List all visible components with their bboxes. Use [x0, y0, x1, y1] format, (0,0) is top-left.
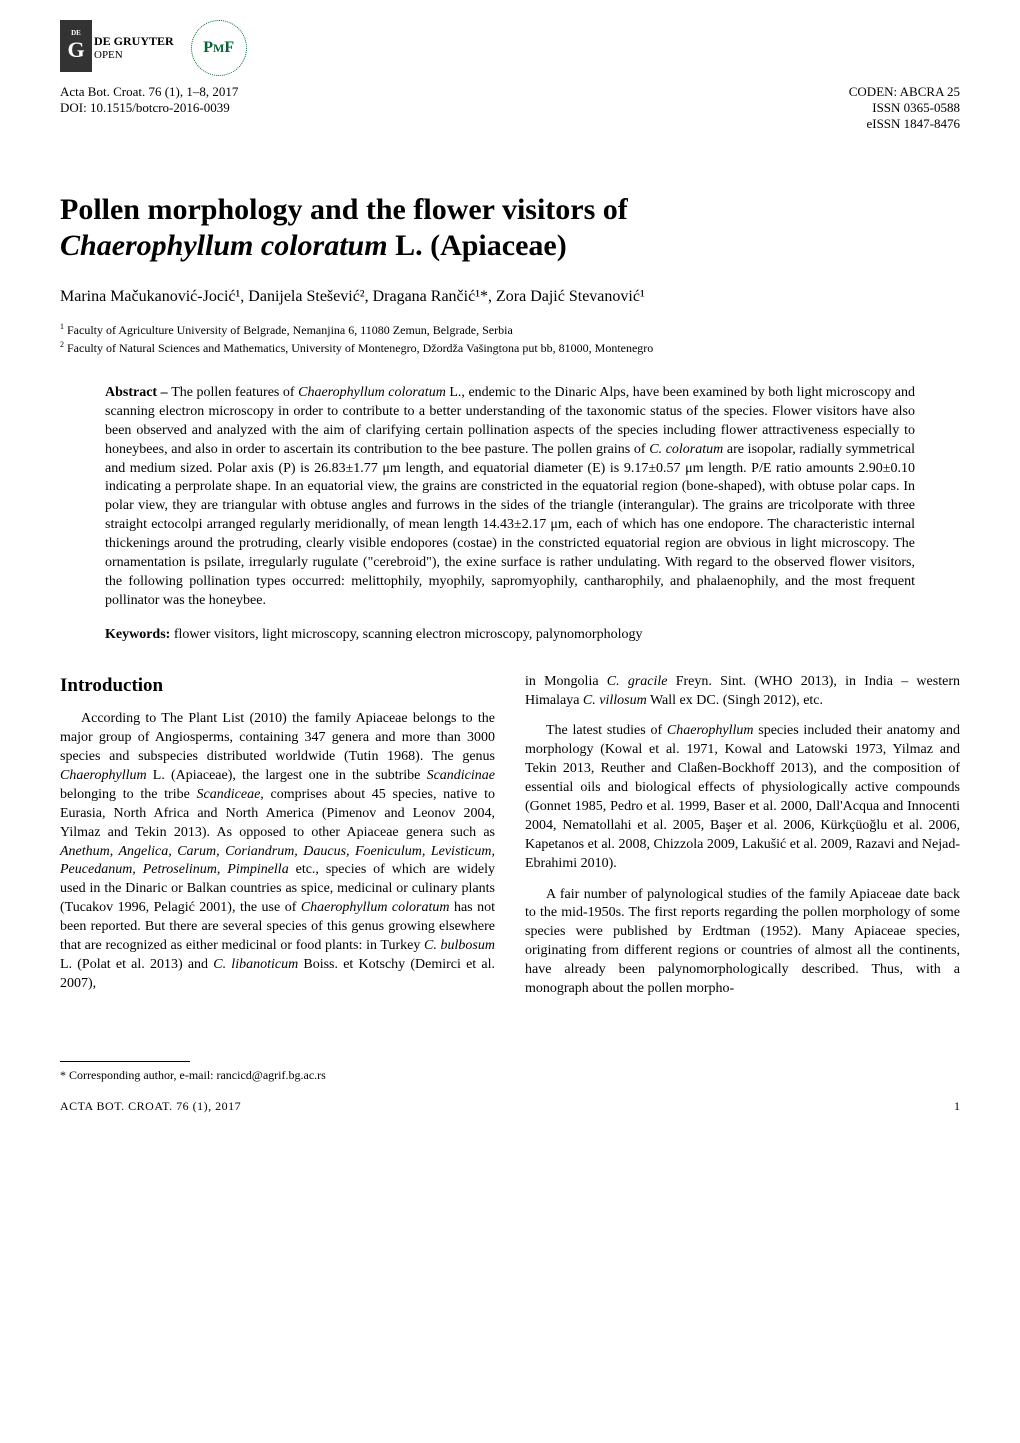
abstract-t1: The pollen features of — [171, 385, 298, 400]
header-logos: DE G DE GRUYTER OPEN PMF — [60, 20, 960, 76]
pmf-f: F — [224, 39, 234, 57]
footer-left: ACTA BOT. CROAT. 76 (1), 2017 — [60, 1099, 241, 1114]
abstract: Abstract – The pollen features of Chaero… — [105, 384, 915, 611]
coden: CODEN: ABCRA 25 — [849, 84, 960, 100]
meta-row: Acta Bot. Croat. 76 (1), 1–8, 2017 DOI: … — [60, 84, 960, 132]
paper-title: Pollen morphology and the flower visitor… — [60, 192, 960, 264]
affiliations: 1Faculty of Agriculture University of Be… — [60, 322, 960, 356]
aff-num-1: 1 — [60, 322, 64, 331]
pmf-m: M — [213, 41, 224, 56]
column-right: in Mongolia C. gracile Freyn. Sint. (WHO… — [525, 673, 960, 1011]
pmf-circle: PMF — [191, 20, 247, 76]
title-suffix: L. (Apiaceae) — [388, 229, 567, 262]
abstract-t3: are isopolar, radially symmetrical and m… — [105, 442, 915, 608]
meta-left: Acta Bot. Croat. 76 (1), 1–8, 2017 DOI: … — [60, 84, 238, 132]
authors: Marina Mačukanović-Jocić¹, Danijela Steš… — [60, 288, 960, 306]
abstract-sp1: Chaerophyllum coloratum — [298, 385, 446, 400]
footnote-rule — [60, 1061, 190, 1062]
badge-top: DE — [71, 29, 81, 37]
journal-ref: Acta Bot. Croat. 76 (1), 1–8, 2017 — [60, 84, 238, 100]
publisher-line2: OPEN — [94, 49, 174, 61]
publisher-badge: DE G — [60, 20, 92, 72]
abstract-sp2: C. coloratum — [649, 442, 723, 457]
intro-heading: Introduction — [60, 673, 495, 699]
abstract-label: Abstract – — [105, 385, 171, 400]
page-number: 1 — [954, 1099, 960, 1114]
page-footer: ACTA BOT. CROAT. 76 (1), 2017 1 — [60, 1099, 960, 1114]
page-root: DE G DE GRUYTER OPEN PMF Acta Bot. Croat… — [0, 0, 1020, 1144]
publisher-name: DE GRUYTER OPEN — [94, 31, 174, 60]
intro-p1: According to The Plant List (2010) the f… — [60, 710, 495, 993]
body-columns: Introduction According to The Plant List… — [60, 673, 960, 1011]
doi: DOI: 10.1515/botcro-2016-0039 — [60, 100, 238, 116]
keywords-text: flower visitors, light microscopy, scann… — [174, 627, 643, 642]
badge-main: G — [67, 37, 84, 63]
publisher-line1: DE GRUYTER — [94, 35, 174, 48]
column-left: Introduction According to The Plant List… — [60, 673, 495, 1011]
intro-p2: The latest studies of Chaerophyllum spec… — [525, 722, 960, 873]
intro-p1-cont: in Mongolia C. gracile Freyn. Sint. (WHO… — [525, 673, 960, 711]
eissn: eISSN 1847-8476 — [849, 116, 960, 132]
title-line1: Pollen morphology and the flower visitor… — [60, 193, 628, 226]
pmf-p: P — [203, 39, 213, 57]
issn: ISSN 0365-0588 — [849, 100, 960, 116]
aff-text-2: Faculty of Natural Sciences and Mathemat… — [67, 341, 653, 355]
publisher-logo: DE G DE GRUYTER OPEN — [60, 20, 174, 72]
corresponding-footnote: * Corresponding author, e-mail: rancicd@… — [60, 1068, 960, 1083]
aff-num-2: 2 — [60, 340, 64, 349]
keywords: Keywords: flower visitors, light microsc… — [105, 627, 915, 643]
pmf-logo: PMF — [189, 20, 249, 76]
meta-right: CODEN: ABCRA 25 ISSN 0365-0588 eISSN 184… — [849, 84, 960, 132]
intro-p3: A fair number of palynological studies o… — [525, 886, 960, 999]
keywords-label: Keywords: — [105, 627, 174, 642]
aff-text-1: Faculty of Agriculture University of Bel… — [67, 323, 513, 337]
affiliation-1: 1Faculty of Agriculture University of Be… — [60, 322, 960, 338]
title-species: Chaerophyllum coloratum — [60, 229, 388, 262]
affiliation-2: 2Faculty of Natural Sciences and Mathema… — [60, 340, 960, 356]
